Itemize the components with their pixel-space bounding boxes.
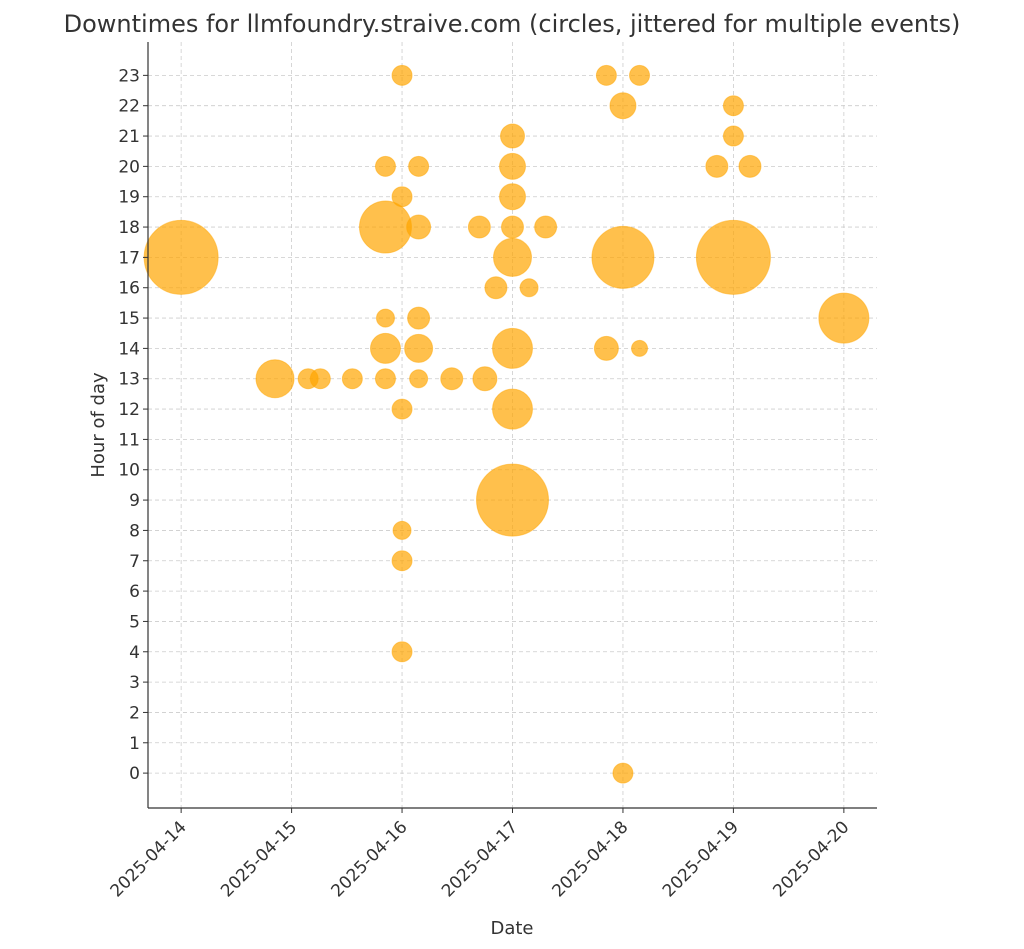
data-point (534, 215, 558, 239)
data-point (255, 359, 295, 399)
y-tick-label: 15 (118, 309, 140, 329)
data-point (408, 155, 430, 177)
y-tick-label: 0 (129, 764, 140, 784)
data-point (409, 369, 429, 389)
x-tick-label: 2025-04-14 (107, 817, 191, 901)
data-point (722, 95, 744, 117)
data-point (392, 520, 412, 540)
data-point (695, 219, 771, 295)
data-point (609, 92, 637, 120)
y-tick-label: 5 (129, 612, 140, 632)
data-point (476, 463, 549, 537)
data-point (499, 152, 526, 180)
y-tick-label: 3 (129, 673, 140, 693)
x-tick-label: 2025-04-17 (438, 817, 522, 901)
y-tick-label: 11 (118, 430, 140, 450)
y-tick-label: 20 (118, 157, 140, 177)
data-point (484, 276, 508, 300)
data-point (500, 123, 525, 149)
y-tick-label: 9 (129, 491, 140, 511)
data-point (391, 550, 413, 572)
y-tick-label: 16 (118, 279, 140, 299)
data-point (593, 335, 619, 361)
y-tick-label: 1 (129, 734, 140, 754)
data-point (374, 155, 396, 177)
data-point (391, 398, 413, 420)
data-point (612, 762, 634, 784)
data-point (493, 237, 532, 277)
y-tick-label: 4 (129, 643, 140, 663)
x-axis-label: Date (490, 918, 533, 939)
data-point (369, 332, 401, 364)
y-tick-label: 17 (118, 248, 140, 268)
data-point (631, 339, 649, 357)
data-point (738, 154, 762, 178)
data-point (341, 368, 363, 390)
y-tick-label: 22 (118, 97, 140, 117)
y-tick-label: 6 (129, 582, 140, 602)
x-tick-label: 2025-04-20 (769, 817, 853, 901)
data-points (143, 64, 870, 784)
y-tick-label: 2 (129, 703, 140, 723)
data-point (629, 64, 651, 86)
data-point (375, 308, 395, 328)
data-point (391, 641, 413, 663)
data-point (519, 278, 539, 298)
y-tick-label: 23 (118, 66, 140, 86)
data-point (143, 219, 219, 295)
x-tick-label: 2025-04-16 (328, 817, 412, 901)
y-axis-label: Hour of day (88, 372, 109, 478)
data-point (467, 215, 491, 239)
y-tick-label: 19 (118, 188, 140, 208)
data-point (591, 225, 655, 289)
data-point (595, 64, 617, 86)
y-tick-label: 7 (129, 552, 140, 572)
data-point (309, 368, 331, 390)
data-point (818, 292, 870, 344)
x-tick-label: 2025-04-15 (217, 817, 301, 901)
data-point (391, 64, 413, 86)
data-point (440, 367, 464, 391)
y-tick-label: 12 (118, 400, 140, 420)
y-tick-label: 8 (129, 521, 140, 541)
data-point (407, 306, 431, 330)
data-point (722, 125, 744, 147)
data-point (492, 327, 533, 369)
x-tick-label: 2025-04-19 (659, 817, 743, 901)
data-point (499, 183, 526, 211)
data-point (501, 215, 524, 239)
chart-title: Downtimes for llmfoundry.straive.com (ci… (64, 10, 961, 38)
y-tick-label: 21 (118, 127, 140, 147)
data-point (358, 200, 412, 254)
data-point (374, 368, 396, 390)
y-tick-label: 18 (118, 218, 140, 238)
data-point (472, 366, 498, 392)
y-tick-label: 14 (118, 339, 140, 359)
y-tick-label: 13 (118, 370, 140, 390)
data-point (705, 154, 729, 178)
data-point (406, 214, 432, 240)
data-point (492, 388, 533, 430)
data-point (404, 333, 434, 363)
x-tick-label: 2025-04-18 (548, 817, 632, 901)
y-tick-label: 10 (118, 461, 140, 481)
